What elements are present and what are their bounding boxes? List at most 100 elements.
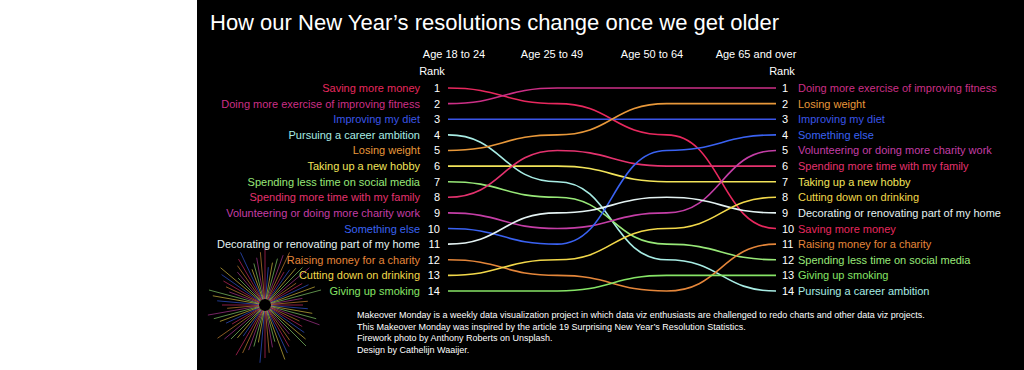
series-label: Something else: [798, 129, 874, 141]
firework-ray: [260, 252, 264, 299]
series-label: Spending less time on social media: [798, 254, 971, 266]
tick-label: 5: [782, 144, 788, 156]
series-label: Doing more exercise of improving fitness: [221, 98, 420, 110]
tick-label: 14: [428, 285, 440, 297]
column-header: Age 65 and over: [716, 48, 797, 60]
column-header: Age 18 to 24: [423, 48, 485, 60]
series-label: Spending more time with my family: [798, 160, 969, 172]
note: Design by Cathelijn Waaijer.: [357, 345, 469, 355]
series-label: Decorating or renovating part of my home: [217, 238, 420, 250]
rank-line: [448, 88, 776, 104]
column-header: Age 50 to 64: [621, 48, 683, 60]
series-label: Losing weight: [798, 98, 865, 110]
firework-ray: [221, 268, 261, 301]
series-label: Doing more exercise of improving fitness: [798, 82, 997, 94]
note: Makeover Monday is a weekly data visuali…: [357, 310, 925, 320]
tick-label: 10: [782, 223, 794, 235]
series-label: Giving up smoking: [330, 285, 421, 297]
series-label: Raising money for a charity: [798, 238, 932, 250]
firework-ray: [237, 266, 261, 300]
firework-ray: [243, 310, 263, 353]
rank-line: [448, 150, 776, 197]
series-label: Decorating or renovating part of my home: [798, 207, 1001, 219]
axis-label: Rank: [419, 65, 445, 77]
tick-label: 11: [782, 238, 793, 250]
firework-ray: [217, 308, 260, 338]
firework-ray: [265, 311, 266, 358]
series-label: Giving up smoking: [798, 269, 889, 281]
tick-label: 7: [782, 176, 788, 188]
rank-line: [448, 104, 776, 151]
series-label: Losing weight: [353, 144, 420, 156]
firework-ray: [271, 305, 303, 306]
tick-label: 14: [782, 285, 794, 297]
tick-label: 6: [782, 160, 788, 172]
tick-label: 6: [434, 160, 440, 172]
series-label: Volunteering or doing more charity work: [226, 207, 420, 219]
series-label: Taking up a new hobby: [307, 160, 420, 172]
series-label: Cutting down on drinking: [299, 269, 420, 281]
tick-label: 10: [428, 223, 440, 235]
background: [197, 0, 1024, 370]
series-label: Saving more money: [798, 223, 896, 235]
rank-line: [448, 197, 776, 244]
tick-label: 13: [782, 269, 794, 281]
rank-line: [448, 150, 776, 228]
rank-line: [448, 135, 776, 244]
firework-ray: [269, 268, 302, 301]
rank-line: [448, 135, 776, 291]
series-label: Pursuing a career ambition: [798, 285, 929, 297]
tick-label: 7: [434, 176, 440, 188]
tick-label: 5: [434, 144, 440, 156]
title: How our New Year’s resolutions change on…: [210, 10, 779, 35]
column-header: Age 25 to 49: [521, 48, 583, 60]
series-label: Something else: [344, 223, 420, 235]
firework-ray: [226, 308, 260, 324]
series-label: Taking up a new hobby: [798, 176, 911, 188]
firework-ray: [266, 311, 270, 353]
series-label: Pursuing a career ambition: [289, 129, 420, 141]
firework-ray: [268, 310, 288, 353]
tick-label: 13: [428, 269, 440, 281]
firework-ray: [267, 311, 285, 360]
tick-label: 12: [428, 254, 440, 266]
tick-label: 9: [434, 207, 440, 219]
axis-label: Rank: [769, 65, 795, 77]
series-label: Spending more time with my family: [249, 191, 420, 203]
tick-label: 1: [782, 82, 788, 94]
firework-ray: [265, 247, 266, 299]
rank-line: [448, 197, 776, 275]
firework-ray: [270, 285, 308, 303]
tick-label: 12: [782, 254, 794, 266]
tick-label: 2: [434, 98, 440, 110]
firework-ray: [222, 275, 261, 302]
series-label: Cutting down on drinking: [798, 191, 919, 203]
firework-ray: [271, 301, 308, 304]
chart: How our New Year’s resolutions change on…: [0, 0, 1024, 370]
tick-label: 8: [782, 191, 788, 203]
lines: [448, 88, 776, 291]
firework-ray: [223, 281, 259, 302]
tick-label: 1: [434, 82, 440, 94]
note: This Makeover Monday was inspired by the…: [357, 322, 746, 332]
tick-label: 2: [782, 98, 788, 110]
firework-ray: [222, 305, 259, 306]
series-label: Spending less time on social media: [248, 176, 421, 188]
series-label: Raising money for a charity: [287, 254, 421, 266]
firework-ray: [270, 308, 304, 332]
note: Firework photo by Anthony Roberts on Uns…: [357, 333, 553, 343]
firework-ray: [271, 287, 315, 303]
tick-label: 3: [434, 113, 440, 125]
tick-label: 4: [782, 129, 788, 141]
tick-label: 8: [434, 191, 440, 203]
firework-ray: [270, 309, 306, 339]
firework-ray: [240, 252, 262, 299]
tick-label: 3: [782, 113, 788, 125]
rank-line: [448, 275, 776, 291]
series-label: Volunteering or doing more charity work: [798, 144, 992, 156]
rank-line: [448, 244, 776, 291]
tick-label: 9: [782, 207, 788, 219]
firework-ray: [208, 306, 259, 315]
firework-ray: [227, 306, 259, 309]
firework-ray: [271, 290, 321, 303]
